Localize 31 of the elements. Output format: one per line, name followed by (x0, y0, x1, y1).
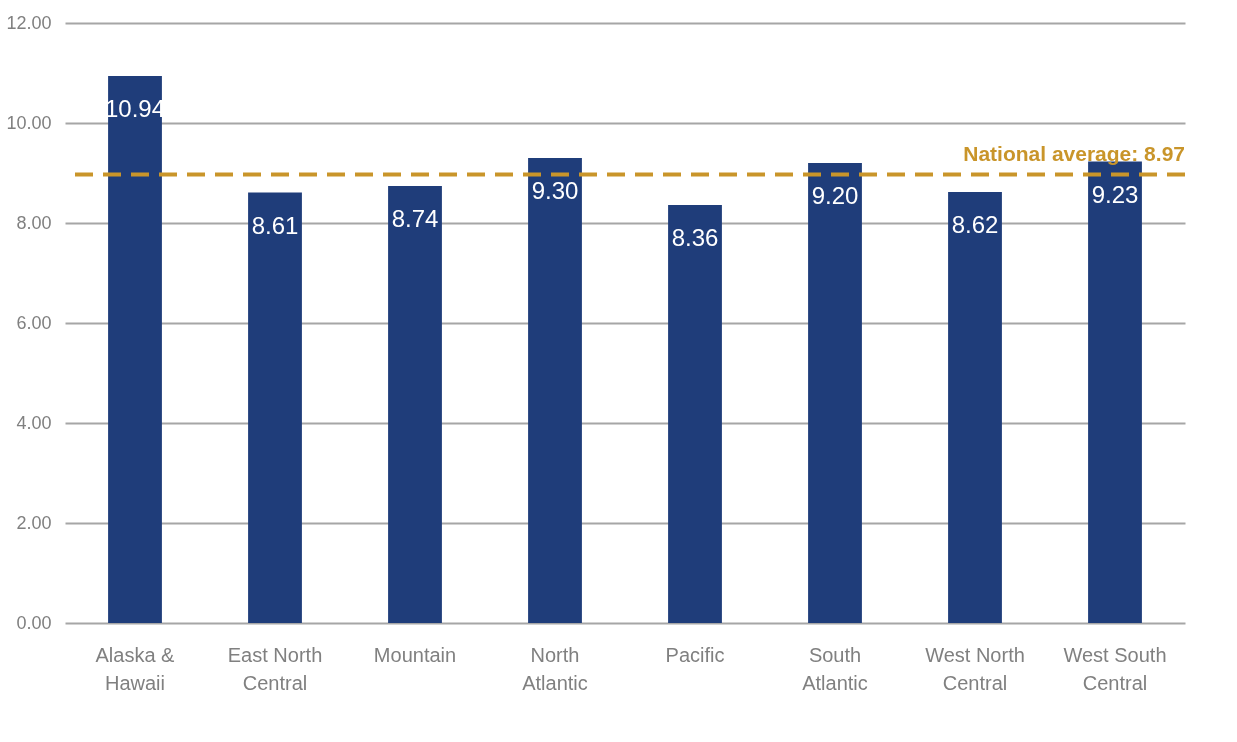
x-tick-label: South Atlantic (802, 643, 868, 694)
data-label: 9.20 (811, 182, 859, 209)
bar (108, 76, 162, 623)
data-label: 8.62 (951, 211, 999, 238)
y-tick-label: 2.00 (16, 512, 52, 533)
data-label: 8.61 (251, 211, 299, 239)
y-tick-label: 12.00 (6, 12, 52, 33)
bar (808, 163, 862, 623)
x-tick-label: West South Central (1063, 643, 1167, 694)
x-tick-label: Alaska & Hawaii (95, 643, 176, 694)
y-tick-label: 10.00 (6, 112, 52, 133)
bar (388, 186, 442, 623)
data-label: 9.23 (1091, 180, 1139, 208)
y-tick-label: 4.00 (16, 412, 52, 433)
x-tick-label: North Atlantic (522, 643, 588, 694)
data-label: 10.94 (104, 95, 166, 122)
bar (668, 205, 722, 623)
bar (948, 192, 1002, 623)
data-label: 8.74 (391, 205, 439, 232)
data-label: 8.36 (671, 224, 719, 251)
ref-line-label: National average: 8.97 (963, 141, 1185, 165)
bar (248, 192, 302, 623)
x-tick-label: West North Central (925, 643, 1025, 694)
x-tick-label: Mountain (373, 643, 457, 666)
y-tick-label: 8.00 (16, 212, 52, 233)
data-label: 9.30 (531, 177, 579, 204)
y-tick-label: 6.00 (16, 312, 52, 333)
x-tick-label: East North Central (227, 643, 323, 694)
bar (528, 158, 582, 623)
y-tick-label: 0.00 (16, 612, 52, 633)
x-tick-label: Pacific (665, 643, 725, 666)
